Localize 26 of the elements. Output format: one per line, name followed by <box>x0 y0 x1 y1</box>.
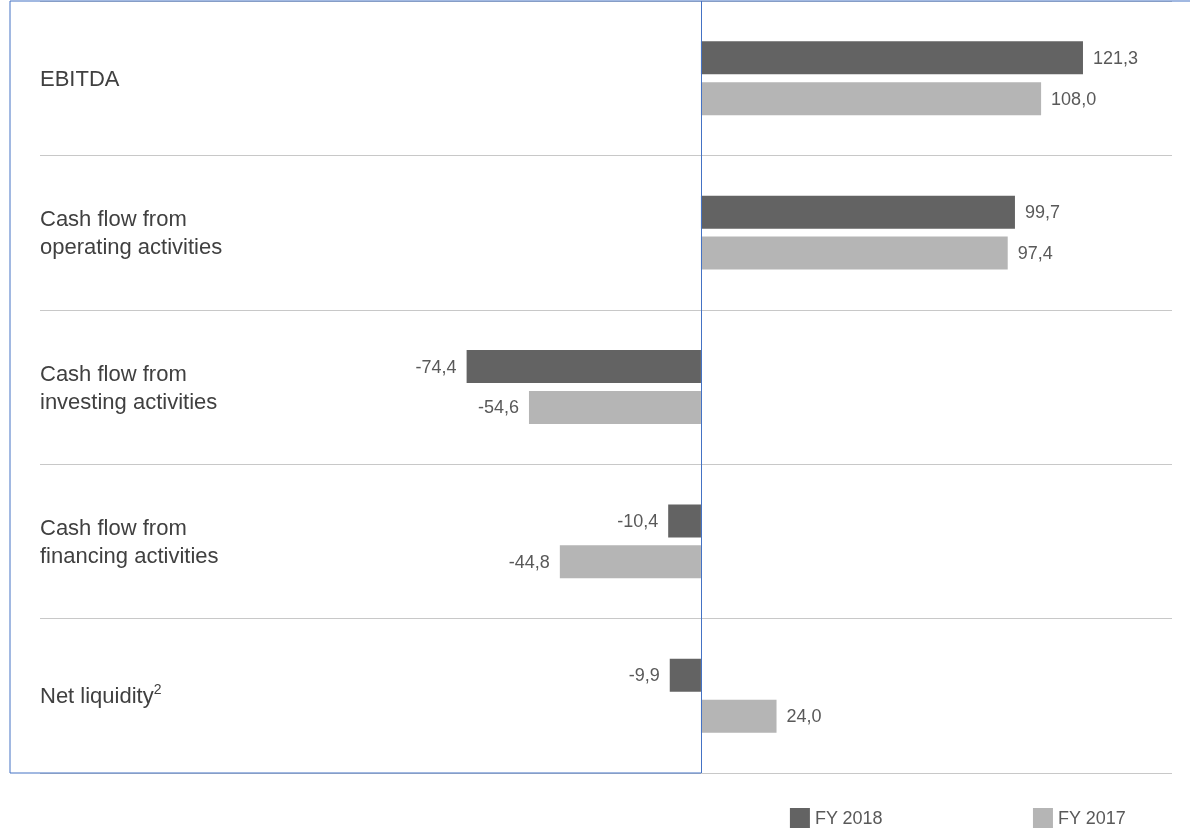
y-tick-label: Cash flow from financing activities <box>40 514 219 568</box>
bar <box>700 41 1083 75</box>
y-tick-label: Cash flow from investing activities <box>40 360 218 414</box>
data-label: 99,7 <box>1024 202 1060 223</box>
y-tick-label: Cash flow from operating activities <box>40 206 223 260</box>
bar <box>700 236 1008 270</box>
data-label: -74,4 <box>415 356 457 377</box>
bar <box>669 658 701 692</box>
data-label: -10,4 <box>617 510 659 531</box>
y-tick-label: EBITDA <box>40 65 120 91</box>
data-label: -44,8 <box>508 551 550 572</box>
data-label: -9,9 <box>628 665 660 686</box>
legend-label: FY 2017 <box>1057 808 1126 828</box>
legend-label: FY 2018 <box>814 808 883 828</box>
data-label: -54,6 <box>477 397 519 418</box>
bar <box>528 390 701 424</box>
data-label: 108,0 <box>1051 88 1097 109</box>
bar <box>700 82 1042 116</box>
data-label: 97,4 <box>1017 243 1053 264</box>
bar <box>466 350 701 384</box>
data-label: 121,3 <box>1092 47 1139 68</box>
data-label: 24,0 <box>786 706 822 727</box>
bar <box>700 195 1015 229</box>
bar <box>668 504 701 538</box>
bar <box>559 545 701 579</box>
bar <box>700 699 777 733</box>
